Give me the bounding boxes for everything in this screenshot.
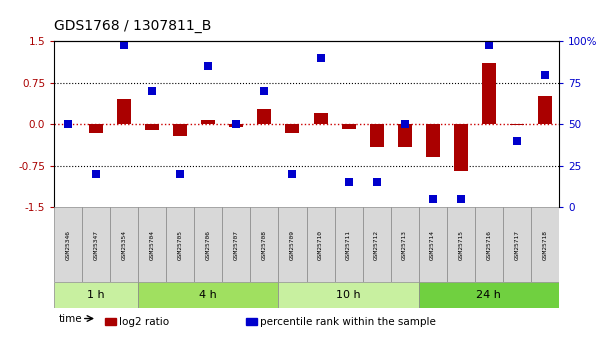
Point xyxy=(372,179,382,185)
Bar xyxy=(117,99,131,124)
Text: GSM25711: GSM25711 xyxy=(346,230,351,260)
Text: GSM25712: GSM25712 xyxy=(374,230,379,260)
Bar xyxy=(335,207,362,282)
Bar xyxy=(54,282,138,308)
Text: GSM25715: GSM25715 xyxy=(459,230,463,260)
Bar xyxy=(278,207,307,282)
Text: percentile rank within the sample: percentile rank within the sample xyxy=(260,316,436,326)
Text: GSM25714: GSM25714 xyxy=(430,230,435,260)
Text: GSM25717: GSM25717 xyxy=(514,230,519,260)
Point xyxy=(400,121,409,127)
Point xyxy=(512,138,522,144)
Bar xyxy=(246,318,257,325)
Point xyxy=(484,42,493,48)
Text: log2 ratio: log2 ratio xyxy=(119,316,169,326)
Point xyxy=(91,171,101,177)
Bar xyxy=(251,207,278,282)
Bar xyxy=(201,120,215,124)
Point xyxy=(344,179,353,185)
Text: 4 h: 4 h xyxy=(200,290,217,300)
Bar xyxy=(482,63,496,124)
Bar xyxy=(447,207,475,282)
Point xyxy=(456,196,466,201)
Point xyxy=(120,42,129,48)
Bar xyxy=(426,124,440,157)
Bar xyxy=(419,282,559,308)
Bar xyxy=(145,124,159,130)
Text: GSM25706: GSM25706 xyxy=(206,230,211,260)
Bar xyxy=(82,207,110,282)
Text: 1 h: 1 h xyxy=(87,290,105,300)
Bar xyxy=(454,124,468,171)
Bar xyxy=(257,109,272,124)
Text: GSM25713: GSM25713 xyxy=(402,230,407,260)
Point xyxy=(316,55,325,61)
Point xyxy=(204,63,213,69)
Text: time: time xyxy=(59,314,83,324)
Point xyxy=(428,196,438,201)
Bar xyxy=(138,282,278,308)
Text: GSM25347: GSM25347 xyxy=(94,230,99,260)
Text: GSM25705: GSM25705 xyxy=(178,230,183,260)
Text: GSM25707: GSM25707 xyxy=(234,230,239,260)
Bar xyxy=(278,282,419,308)
Point xyxy=(260,88,269,94)
Bar xyxy=(475,207,503,282)
Text: 24 h: 24 h xyxy=(477,290,501,300)
Text: GSM25710: GSM25710 xyxy=(318,230,323,260)
Bar xyxy=(510,124,524,125)
Text: GSM25708: GSM25708 xyxy=(262,230,267,260)
Bar xyxy=(173,124,188,136)
Text: GSM25718: GSM25718 xyxy=(543,230,548,260)
Bar xyxy=(341,124,356,129)
Point xyxy=(231,121,241,127)
Bar xyxy=(230,124,243,127)
Point xyxy=(540,72,550,77)
Point xyxy=(175,171,185,177)
Bar xyxy=(89,124,103,132)
Bar xyxy=(285,124,299,132)
Bar xyxy=(54,207,82,282)
Bar xyxy=(194,207,222,282)
Bar xyxy=(538,96,552,124)
Point xyxy=(63,121,73,127)
Bar xyxy=(105,318,115,325)
Bar xyxy=(307,207,335,282)
Text: 10 h: 10 h xyxy=(337,290,361,300)
Text: GSM25704: GSM25704 xyxy=(150,230,154,260)
Bar xyxy=(391,207,419,282)
Bar xyxy=(503,207,531,282)
Point xyxy=(288,171,297,177)
Bar xyxy=(138,207,166,282)
Text: GSM25354: GSM25354 xyxy=(122,230,127,260)
Bar xyxy=(531,207,559,282)
Text: GSM25716: GSM25716 xyxy=(486,230,491,260)
Text: GDS1768 / 1307811_B: GDS1768 / 1307811_B xyxy=(54,19,212,33)
Text: GSM25709: GSM25709 xyxy=(290,230,295,260)
Point xyxy=(147,88,157,94)
Bar xyxy=(110,207,138,282)
Text: GSM25346: GSM25346 xyxy=(66,230,70,260)
Bar xyxy=(314,113,328,124)
Bar xyxy=(370,124,383,147)
Bar xyxy=(166,207,194,282)
Bar xyxy=(419,207,447,282)
Bar xyxy=(398,124,412,147)
Bar xyxy=(222,207,251,282)
Bar xyxy=(362,207,391,282)
